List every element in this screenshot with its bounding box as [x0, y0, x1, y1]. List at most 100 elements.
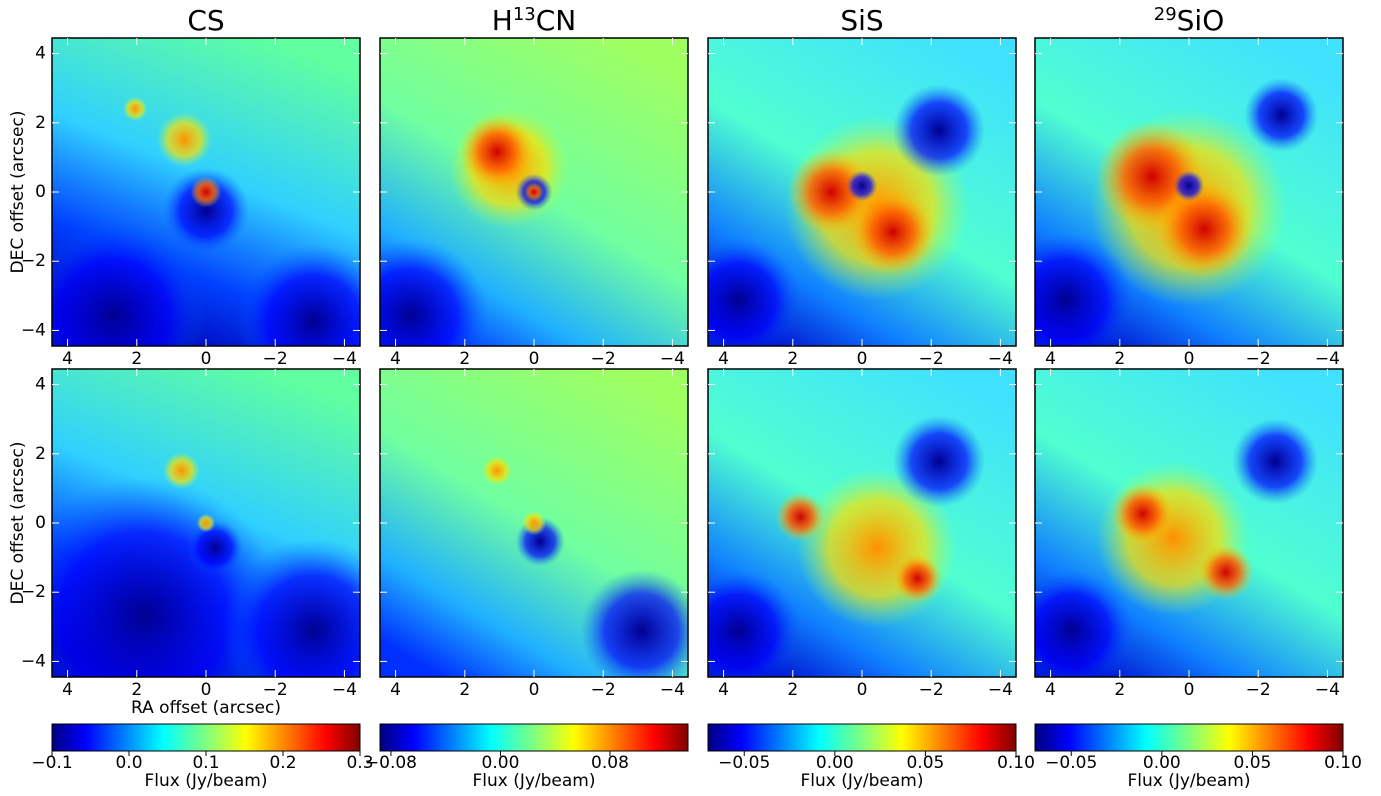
- title-part: 29: [1154, 4, 1177, 25]
- heatmap-feature: [849, 188, 936, 276]
- x-tick-label: −4: [1315, 680, 1340, 700]
- x-tick-label: −4: [660, 349, 685, 369]
- x-tick-label: 4: [718, 680, 729, 700]
- colorbar-tick-label: −0.05: [718, 753, 770, 773]
- x-tick-label: 4: [718, 349, 729, 369]
- colorbar-tick-label: 0.05: [906, 753, 944, 773]
- colorbar-tick-label: −0.1: [31, 753, 72, 773]
- colorbar-tick-label: 0.08: [591, 753, 629, 773]
- title-part: 13: [513, 4, 536, 25]
- x-tick-label: 2: [787, 680, 798, 700]
- y-tick-label: 0: [35, 182, 46, 202]
- x-tick-label: 4: [390, 349, 401, 369]
- heatmap-feature: [52, 222, 206, 346]
- title-part: SiO: [1177, 4, 1225, 37]
- colorbar-tick-label: −0.05: [1045, 753, 1097, 773]
- x-tick-label: 4: [390, 680, 401, 700]
- y-tick-label: 2: [35, 113, 46, 133]
- x-tick-label: 2: [459, 680, 470, 700]
- heatmap-feature: [380, 238, 488, 346]
- y-axis-label: DEC offset (arcsec): [8, 442, 28, 605]
- colorbar-tick-label: 0.10: [1324, 753, 1362, 773]
- heatmap-feature: [196, 513, 216, 533]
- heatmap-image: [52, 38, 360, 346]
- x-tick-label: 4: [62, 349, 73, 369]
- x-axis-label: RA offset (arcsec): [131, 698, 281, 718]
- heatmap-image: [380, 369, 688, 677]
- x-tick-label: −2: [1246, 680, 1271, 700]
- heatmap-feature: [1035, 232, 1134, 346]
- colorbar-tick-label: 0.3: [346, 753, 373, 773]
- x-tick-label: −4: [988, 349, 1013, 369]
- colorbar-tick-label: 0.1: [192, 753, 219, 773]
- colorbar-tick-label: 0.00: [1143, 753, 1181, 773]
- heatmap-feature: [190, 176, 222, 208]
- x-tick-label: −2: [263, 680, 288, 700]
- heatmap-image: [52, 369, 360, 677]
- colorbar-tick-label: 0.10: [997, 753, 1035, 773]
- heatmap-feature: [162, 167, 250, 254]
- y-tick-label: −2: [21, 582, 46, 602]
- y-tick-label: 2: [35, 444, 46, 464]
- heatmap-feature: [1112, 482, 1174, 545]
- colorbar-label: Flux (Jy/beam): [472, 771, 595, 791]
- x-tick-label: −4: [332, 680, 357, 700]
- heatmap-feature: [187, 519, 243, 576]
- x-tick-label: −2: [919, 680, 944, 700]
- heatmap-feature: [221, 538, 360, 677]
- heatmap-feature: [122, 96, 148, 122]
- y-tick-label: −2: [21, 251, 46, 271]
- heatmap-feature: [788, 148, 875, 236]
- x-tick-label: 0: [529, 349, 540, 369]
- heatmap-image: [1035, 38, 1343, 346]
- colorbar: [379, 723, 689, 752]
- x-tick-label: −4: [660, 680, 685, 700]
- y-tick-label: 0: [35, 513, 46, 533]
- colorbar: [51, 723, 361, 752]
- heatmap-feature: [708, 238, 801, 346]
- y-tick-label: 4: [35, 44, 46, 64]
- colorbar-tick-label: 0.2: [269, 753, 296, 773]
- x-tick-label: 2: [459, 349, 470, 369]
- colorbar-tick-label: 0.00: [816, 753, 854, 773]
- x-tick-label: −2: [591, 349, 616, 369]
- x-tick-label: 4: [62, 680, 73, 700]
- x-tick-label: 4: [1045, 680, 1056, 700]
- x-tick-label: 2: [787, 349, 798, 369]
- heatmap-feature: [892, 84, 986, 177]
- x-tick-label: 0: [201, 349, 212, 369]
- x-tick-label: −4: [332, 349, 357, 369]
- title-part: SiS: [840, 4, 883, 37]
- title-part: CS: [187, 4, 224, 37]
- x-tick-label: 0: [857, 349, 868, 369]
- x-tick-label: 0: [1184, 680, 1195, 700]
- colorbar-label: Flux (Jy/beam): [1127, 771, 1250, 791]
- heatmap-feature: [521, 510, 547, 536]
- x-tick-label: 2: [1114, 349, 1125, 369]
- heatmap-feature: [156, 111, 213, 168]
- colorbar: [1034, 723, 1344, 752]
- heatmap-image: [708, 369, 1016, 677]
- x-tick-label: 0: [201, 680, 212, 700]
- title-part: CN: [536, 4, 577, 37]
- x-tick-label: 2: [131, 349, 142, 369]
- x-tick-label: 0: [1184, 349, 1195, 369]
- heatmap-feature: [775, 492, 826, 542]
- heatmap-feature: [1155, 179, 1254, 279]
- heatmap-feature: [580, 569, 688, 677]
- panel-title: SiS: [840, 4, 883, 37]
- x-tick-label: 0: [529, 680, 540, 700]
- x-tick-label: −2: [919, 349, 944, 369]
- colorbar-tick-label: 0.05: [1233, 753, 1271, 773]
- title-part: H: [492, 4, 513, 37]
- x-tick-label: −4: [1315, 349, 1340, 369]
- heatmap-feature: [1232, 418, 1319, 505]
- heatmap-feature: [236, 244, 360, 346]
- x-tick-label: −4: [988, 680, 1013, 700]
- colorbar-tick-label: 0.00: [482, 753, 520, 773]
- x-tick-label: −2: [1246, 349, 1271, 369]
- heatmap-feature: [892, 553, 943, 604]
- heatmap-image: [1035, 369, 1343, 677]
- colorbar-tick-label: −0.08: [365, 753, 417, 773]
- colorbar-label: Flux (Jy/beam): [144, 771, 267, 791]
